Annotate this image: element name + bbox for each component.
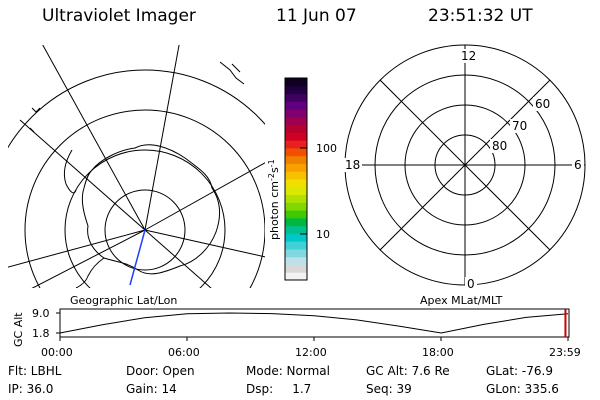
x-tick-label: 00:00 [41, 346, 73, 359]
label-backdrop [510, 119, 530, 133]
timeline-axis-label: GC Alt [12, 312, 25, 347]
lat-circle-60 [24, 109, 265, 288]
colorbar-cell [285, 233, 307, 242]
mlt-label-dusk: 18 [345, 158, 360, 172]
gain-status: Gain: 14 [126, 382, 177, 396]
gc-alt-status: GC Alt: 7.6 Re [366, 364, 450, 378]
colorbar-cell [285, 109, 307, 118]
meridian-line [31, 229, 146, 288]
colorbar-cell [285, 124, 307, 133]
colorbar-unit-label: photon cm-2s-1 [267, 159, 281, 240]
colorbar-cell [285, 93, 307, 102]
mlat-label-70: 70 [512, 119, 527, 133]
orbit-timeline: 9.0 1.8 GC Alt [12, 307, 570, 347]
colorbar-cell [285, 272, 307, 281]
colorbar-cell [285, 163, 307, 172]
spacecraft-track [129, 229, 146, 286]
meridian-line [8, 229, 146, 268]
mlt-meridian [379, 79, 551, 251]
door-status: Door: Open [126, 364, 195, 378]
meridian-line [42, 45, 146, 231]
mlt-label-midnight: 0 [467, 277, 475, 291]
y-tick-label: 1.8 [32, 327, 50, 340]
colorbar-cell [285, 78, 307, 87]
colorbar-cell [285, 241, 307, 250]
colorbar-cell [285, 85, 307, 95]
colorbar-cell [285, 225, 307, 234]
colorbar-cell [285, 147, 307, 157]
meridian-line [144, 45, 180, 231]
colorbar-frame [284, 77, 308, 281]
label-backdrop [342, 158, 362, 172]
colorbar-cell [285, 132, 307, 141]
seq-status: Seq: 39 [366, 382, 412, 396]
x-tick-label: 12:00 [295, 346, 327, 359]
label-backdrop [572, 158, 584, 172]
colorbar-cell [285, 101, 307, 110]
colorbar-cell [285, 264, 307, 273]
coastline [219, 61, 245, 85]
mlt-label-dawn: 6 [574, 158, 582, 172]
mode-status: Mode: Normal [246, 364, 330, 378]
y-tick-label: 9.0 [32, 307, 50, 320]
glon-status: GLon: 335.6 [486, 382, 559, 396]
mlat-label-60: 60 [535, 97, 550, 111]
ip-status: IP: 36.0 [8, 382, 54, 396]
colorbar-cell [285, 248, 307, 258]
colorbar-cell [285, 194, 307, 203]
colorbar: 100 10 photon cm-2s-1 [267, 77, 337, 281]
lat-circle-70 [64, 149, 226, 288]
label-backdrop [533, 97, 553, 111]
colorbar-cell [285, 217, 307, 227]
x-tick-label: 18:00 [422, 346, 454, 359]
colorbar-cell [285, 140, 307, 149]
geographic-map [8, 45, 265, 288]
orbit-altitude-curve [59, 312, 569, 334]
coastline [63, 149, 77, 194]
colorbar-cell [285, 179, 307, 188]
colorbar-tick-label: 10 [316, 228, 330, 241]
glat-status: GLat: -76.9 [486, 364, 553, 378]
mlt-label-noon: 12 [461, 49, 476, 63]
lat-circle-50 [8, 69, 265, 149]
label-backdrop [465, 277, 477, 291]
time-label: 23:51:32 UT [428, 6, 533, 26]
label-backdrop [459, 49, 473, 63]
dsp-status: Dsp: 1.7 [246, 382, 312, 396]
colorbar-cell [285, 202, 307, 211]
magnetic-polar-grid [344, 44, 586, 286]
label-backdrop [490, 139, 510, 153]
x-tick-label: 23:59 [549, 346, 581, 359]
right-panel-caption: Apex MLat/MLT [420, 294, 503, 307]
antarctica-coastline [81, 144, 220, 275]
coastline [29, 107, 41, 133]
meridian-line [144, 162, 265, 231]
colorbar-cell [285, 171, 307, 180]
meridian-line [144, 229, 265, 258]
colorbar-cell [285, 186, 307, 196]
mlat-label-80: 80 [492, 139, 507, 153]
x-tick-label: 06:00 [168, 346, 200, 359]
peninsula-coastline [75, 257, 105, 288]
lat-circle-80 [104, 189, 186, 271]
filter-status: Flt: LBHL [8, 364, 62, 378]
date-label: 11 Jun 07 [276, 6, 357, 26]
instrument-title: Ultraviolet Imager [42, 6, 196, 26]
colorbar-cell [285, 210, 307, 219]
meridian-line [144, 229, 212, 288]
colorbar-cell [285, 256, 307, 265]
colorbar-cell [285, 116, 307, 126]
meridian-line [19, 119, 146, 231]
left-panel-caption: Geographic Lat/Lon [70, 294, 178, 307]
colorbar-cell [285, 155, 307, 164]
colorbar-tick-label: 100 [316, 142, 337, 155]
